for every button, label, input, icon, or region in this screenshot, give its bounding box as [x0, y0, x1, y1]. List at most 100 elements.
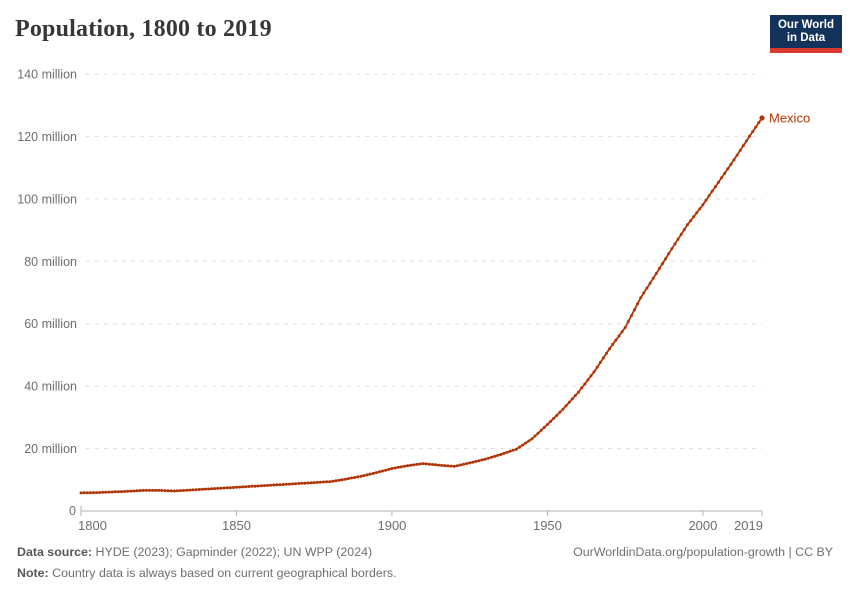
- series-point: [138, 489, 142, 493]
- data-source-text: HYDE (2023); Gapminder (2022); UN WPP (2…: [92, 545, 373, 559]
- series-point: [365, 473, 369, 477]
- series-point: [284, 482, 288, 486]
- series-point: [598, 361, 602, 364]
- series-point: [309, 481, 313, 485]
- owid-logo[interactable]: Our World in Data: [770, 15, 842, 53]
- series-point: [589, 374, 593, 378]
- y-axis: 0 20 million 40 million 60 million 80 millio…: [17, 68, 77, 519]
- series-point: [626, 320, 630, 323]
- x-axis: 1800 1850 1900 1950 2000 2019: [78, 505, 763, 533]
- series-point: [179, 489, 182, 493]
- series-point: [617, 334, 621, 338]
- series-point: [350, 476, 353, 480]
- series-point: [695, 211, 699, 215]
- series-point: [353, 476, 357, 479]
- series-point: [468, 461, 472, 465]
- series-point: [399, 465, 403, 469]
- series-point: [272, 483, 276, 487]
- series-point: [200, 487, 204, 491]
- owid-logo-line2: in Data: [786, 32, 826, 44]
- series-point: [228, 486, 232, 490]
- x-tick-label: 1800: [78, 518, 107, 533]
- series-point: [300, 481, 304, 485]
- x-tick-label: 1850: [222, 518, 251, 533]
- y-tick-label: 20 million: [24, 442, 77, 456]
- series-point: [322, 480, 325, 484]
- series-point: [424, 462, 428, 466]
- series-point: [126, 489, 130, 493]
- series-point: [592, 370, 596, 374]
- series-point: [207, 487, 210, 491]
- series-point: [334, 479, 338, 483]
- series-point: [141, 488, 145, 492]
- note-text: Country data is always based on current …: [48, 566, 397, 580]
- series-point: [82, 491, 86, 495]
- series-mexico[interactable]: [79, 115, 765, 495]
- series-point: [256, 484, 260, 488]
- series-point: [723, 171, 727, 175]
- series-point: [151, 488, 154, 492]
- series-point: [732, 158, 736, 162]
- series-point: [129, 489, 133, 493]
- series-point: [244, 485, 248, 489]
- series-point: [514, 447, 518, 451]
- series-point: [343, 477, 347, 481]
- series-point: [325, 480, 329, 484]
- series-point: [409, 463, 413, 467]
- series-point: [570, 397, 574, 401]
- series-point: [751, 130, 755, 134]
- series-point: [707, 194, 711, 198]
- series-point: [266, 483, 270, 487]
- series-point: [278, 483, 282, 487]
- series-point: [608, 347, 612, 351]
- y-tick-label-zero: 0: [69, 504, 76, 518]
- series-point: [203, 487, 207, 491]
- series-point: [98, 491, 102, 494]
- series-point: [741, 144, 745, 148]
- series-point: [191, 488, 195, 492]
- series-point: [390, 467, 394, 470]
- series-point: [729, 162, 733, 166]
- series-point: [480, 458, 484, 462]
- series-point: [427, 462, 431, 466]
- series-point: [185, 488, 189, 492]
- series-point: [726, 167, 730, 171]
- series-point: [231, 486, 235, 489]
- note-label: Note:: [17, 566, 49, 580]
- series-point: [374, 471, 378, 475]
- series-point: [359, 474, 363, 478]
- series-point: [437, 463, 441, 467]
- series-point: [259, 484, 263, 488]
- series-point: [371, 471, 375, 475]
- series-point: [294, 482, 298, 486]
- series-point: [172, 489, 176, 493]
- series-point: [368, 472, 372, 476]
- series-point: [493, 454, 497, 458]
- series-point: [110, 490, 114, 494]
- series-label-mexico[interactable]: Mexico: [769, 111, 810, 126]
- x-tick-label: 2000: [688, 518, 717, 533]
- series-point: [508, 449, 512, 453]
- series-point: [449, 464, 453, 468]
- series-point: [502, 451, 506, 455]
- series-point: [642, 291, 646, 295]
- series-point: [701, 203, 705, 207]
- series-point: [567, 400, 571, 404]
- series-point: [629, 314, 633, 318]
- attribution-link[interactable]: OurWorldinData.org/population-growth | C…: [573, 545, 833, 559]
- series-point: [446, 464, 450, 468]
- series-point: [558, 410, 562, 414]
- series-point: [175, 489, 179, 493]
- series-point: [434, 463, 437, 467]
- series-point: [312, 481, 316, 485]
- series-point: [524, 441, 528, 445]
- series-point: [639, 296, 643, 300]
- series-point: [499, 453, 503, 456]
- series-line: [80, 117, 763, 494]
- series-point: [757, 121, 761, 124]
- series-point: [676, 237, 680, 241]
- series-point: [402, 464, 406, 468]
- y-tick-label: 100 million: [17, 192, 77, 206]
- series-point: [530, 437, 534, 441]
